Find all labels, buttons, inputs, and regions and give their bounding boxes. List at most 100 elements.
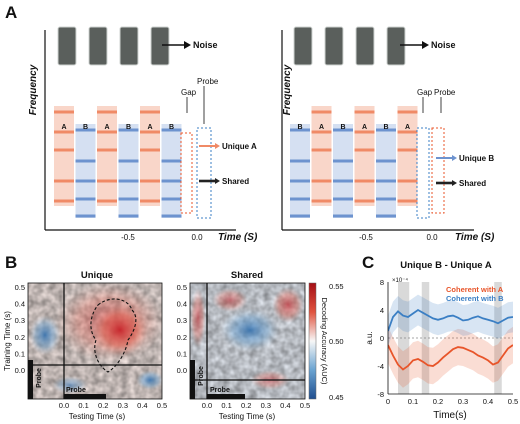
c-y-axis-label: a.u. [365,331,374,344]
colorbar-tick-0-45: 0.45 [329,393,344,402]
sequence-label: A [104,124,109,131]
tone-b-background [376,124,396,218]
noise-block [386,26,406,66]
sequence-label: B [340,124,345,131]
panel-letter-b: B [5,253,17,272]
heatmap-shared-y-tick: 0.2 [177,333,187,342]
colorbar-tick-0-55: 0.55 [329,282,344,291]
heatmap-shared-y-tick: 0.5 [177,283,187,292]
heatmap-unique-x-tick: 0.2 [98,401,108,410]
heatmap-unique-y-ticks: 0.5 0.4 0.3 0.2 0.1 0.0 [15,283,25,375]
panel-b: Unique Shared Probe Probe [3,270,344,421]
frequency-axis-title-right: Frequency [282,64,293,115]
probe-label-unique-x: Probe [66,387,86,394]
heatmap-unique-y-tick: 0.3 [15,316,25,325]
unique-a-label: Unique A [222,142,257,151]
tone-a-background [354,106,375,206]
testing-time-label-shared: Testing Time (s) [219,412,276,421]
tick-left-minus-0-5: -0.5 [121,233,135,242]
shared-arrowhead-left [215,178,220,184]
panel-letter-c: C [362,253,374,272]
heatmap-unique-x-tick: 0.1 [78,401,88,410]
tone-a-background [140,106,160,206]
sequence-label: B [126,124,131,131]
c-y-tick: -8 [377,390,384,399]
panel-c: Unique B - Unique A ×10⁻⁴ 8 4 0 -4 -8 0 0.1 0.… [365,260,518,421]
c-x-tick: 0.4 [483,397,493,406]
significance-band [398,282,410,394]
heatmap-shared-y-tick: 0.3 [177,316,187,325]
shared-label-right: Shared [459,179,486,188]
c-x-tick: 0.5 [508,397,518,406]
tick-left-0-0: 0.0 [191,233,203,242]
noise-blocks-right [293,26,406,66]
tick-right-0-0: 0.0 [426,233,438,242]
heatmap-unique-y-tick: 0.5 [15,283,25,292]
noise-block [324,26,344,66]
gap-box-right [416,127,430,219]
gap-label-left: Gap [181,88,197,97]
tone-b-background [75,124,96,218]
heatmap-shared-frame [189,282,306,400]
probe-box-right [431,127,445,214]
series-confidence-band [388,326,513,388]
heatmap-unique [28,283,162,399]
colorbar-label: Decoding Accuracy (AUC) [320,297,329,385]
heatmap-unique-x-ticks: 0.0 0.1 0.2 0.3 0.4 0.5 [59,401,167,410]
heatmap-shared-y-ticks: 0.5 0.4 0.3 0.2 0.1 0.0 [177,283,187,375]
gap-label-right: Gap [417,88,433,97]
noise-block [88,26,108,66]
heatmap-shared-y-tick: 0.1 [177,349,187,358]
heatmap-shared-x-tick: 0.5 [300,401,310,410]
tone-b-background [333,124,353,218]
time-axis-title-left: Time (S) [218,232,258,243]
c-x-ticks: 0 0.1 0.2 0.3 0.4 0.5 [386,397,518,406]
c-x-axis-label: Time(s) [433,410,467,421]
c-y-tick: -4 [377,362,384,371]
training-time-axis-label: Training Time (s) [3,311,12,371]
series-line-coherent-a [388,344,513,371]
time-axis-title-right: Time (S) [455,232,495,243]
heatmap-title-shared: Shared [231,270,263,281]
tone-a-background [397,106,418,206]
significance-contour [90,298,137,373]
c-y-ticks: 8 4 0 -4 -8 [377,278,384,399]
sequence-label: A [405,124,410,131]
probe-label-left: Probe [197,77,219,86]
noise-block [119,26,139,66]
c-x-tick: 0.1 [408,397,418,406]
tone-a-background [311,106,332,206]
testing-time-label-unique: Testing Time (s) [69,412,126,421]
sequence-label: B [169,124,174,131]
heatmap-unique-x-tick: 0.4 [137,401,147,410]
c-y-tick: 4 [380,306,384,315]
noise-block [293,26,313,66]
tone-a-background [97,106,117,206]
heatmap-unique-y-tick: 0.4 [15,300,25,309]
heatmap-unique-y-tick: 0.2 [15,333,25,342]
probe-label-shared-x: Probe [210,387,230,394]
sequence-label: B [83,124,88,131]
heatmap-shared-y-tick: 0.4 [177,300,187,309]
sequence-label: B [383,124,388,131]
line-plot [388,294,513,388]
y-exponent: ×10⁻⁴ [392,277,408,284]
legend-coherent-a: Coherent with A [446,285,504,294]
sequence-label: A [362,124,367,131]
probe-label-unique-y: Probe [36,368,43,388]
c-x-tick: 0 [386,397,390,406]
noise-arrowhead-left [184,41,191,49]
frequency-axis-title: Frequency [28,64,39,115]
heatmap-unique-y-tick: 0.1 [15,349,25,358]
unique-b-arrowhead [452,155,457,161]
tick-right-minus-0-5: -0.5 [359,233,373,242]
probe-label-shared-y: Probe [198,366,205,386]
noise-blocks-left [57,26,170,66]
heatmap-unique-x-tick: 0.5 [157,401,167,410]
legend-coherent-b: Coherent with B [446,294,504,303]
heatmap-unique-x-tick: 0.3 [118,401,128,410]
heatmap-shared-x-tick: 0.0 [202,401,212,410]
colorbar [308,282,317,400]
